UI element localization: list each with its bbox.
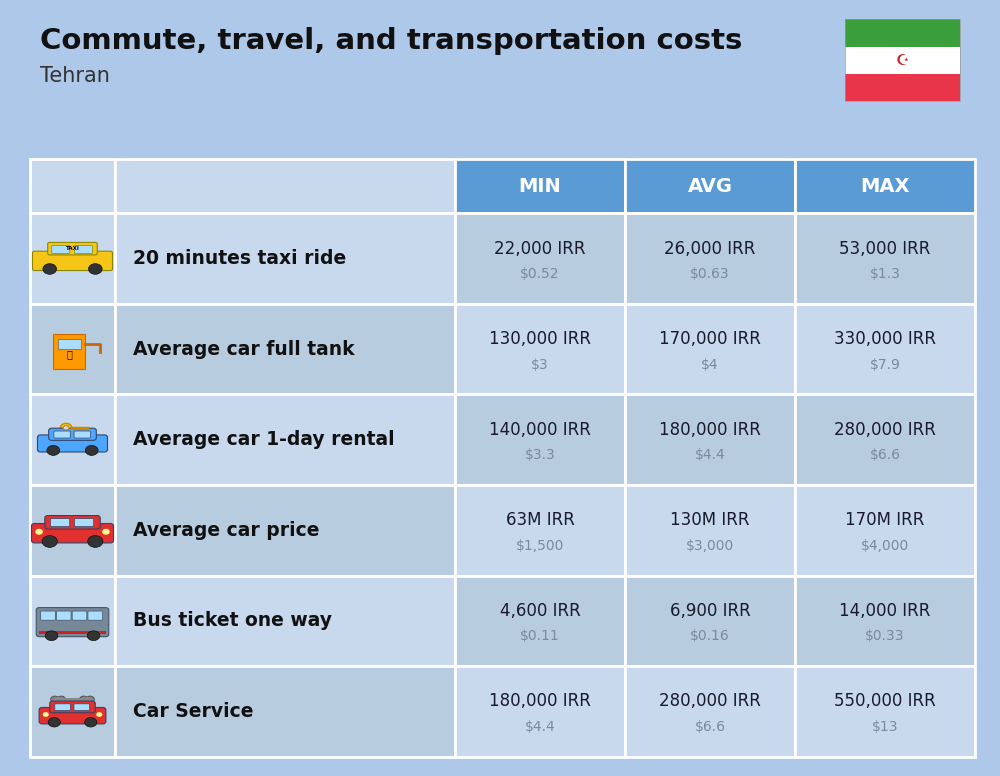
Text: ☪: ☪	[896, 53, 909, 68]
Text: 170,000 IRR: 170,000 IRR	[659, 330, 761, 348]
Text: $0.33: $0.33	[865, 629, 905, 643]
Text: Tehran: Tehran	[40, 66, 110, 86]
Text: 130,000 IRR: 130,000 IRR	[489, 330, 591, 348]
Text: $0.52: $0.52	[520, 267, 560, 281]
Text: $0.11: $0.11	[520, 629, 560, 643]
Text: 180,000 IRR: 180,000 IRR	[659, 421, 761, 438]
Text: $3: $3	[531, 358, 549, 372]
Text: Commute, travel, and transportation costs: Commute, travel, and transportation cost…	[40, 27, 742, 55]
Text: 280,000 IRR: 280,000 IRR	[834, 421, 936, 438]
Text: $6.6: $6.6	[870, 449, 900, 462]
Text: MAX: MAX	[860, 177, 910, 196]
Text: $7.9: $7.9	[870, 358, 900, 372]
Text: $4: $4	[701, 358, 719, 372]
Text: $4.4: $4.4	[525, 720, 555, 734]
Text: 20 minutes taxi ride: 20 minutes taxi ride	[133, 249, 346, 268]
Text: 4,600 IRR: 4,600 IRR	[500, 601, 580, 620]
Text: MIN: MIN	[519, 177, 561, 196]
Text: $13: $13	[872, 720, 898, 734]
Text: 280,000 IRR: 280,000 IRR	[659, 692, 761, 710]
Text: 14,000 IRR: 14,000 IRR	[839, 601, 931, 620]
Text: 63M IRR: 63M IRR	[506, 511, 574, 529]
Text: 26,000 IRR: 26,000 IRR	[664, 240, 756, 258]
Text: $1,500: $1,500	[516, 539, 564, 553]
Text: TAXI: TAXI	[66, 247, 79, 251]
Text: 180,000 IRR: 180,000 IRR	[489, 692, 591, 710]
Text: Average car full tank: Average car full tank	[133, 340, 355, 359]
Text: 170M IRR: 170M IRR	[845, 511, 925, 529]
Text: 550,000 IRR: 550,000 IRR	[834, 692, 936, 710]
Text: Average car 1-day rental: Average car 1-day rental	[133, 430, 395, 449]
Text: $4,000: $4,000	[861, 539, 909, 553]
Text: 💧: 💧	[66, 349, 72, 359]
Text: AVG: AVG	[688, 177, 732, 196]
Text: Average car price: Average car price	[133, 521, 320, 540]
Text: $1.3: $1.3	[870, 267, 900, 281]
Text: $3.3: $3.3	[525, 449, 555, 462]
Text: $0.16: $0.16	[690, 629, 730, 643]
Text: 6,900 IRR: 6,900 IRR	[670, 601, 750, 620]
Text: $6.6: $6.6	[694, 720, 726, 734]
Text: 22,000 IRR: 22,000 IRR	[494, 240, 586, 258]
Text: 53,000 IRR: 53,000 IRR	[839, 240, 931, 258]
Text: $0.63: $0.63	[690, 267, 730, 281]
Text: $4.4: $4.4	[695, 449, 725, 462]
Text: 140,000 IRR: 140,000 IRR	[489, 421, 591, 438]
Text: 130M IRR: 130M IRR	[670, 511, 750, 529]
Text: Car Service: Car Service	[133, 702, 254, 721]
Text: 330,000 IRR: 330,000 IRR	[834, 330, 936, 348]
Text: $3,000: $3,000	[686, 539, 734, 553]
Text: Bus ticket one way: Bus ticket one way	[133, 611, 332, 630]
